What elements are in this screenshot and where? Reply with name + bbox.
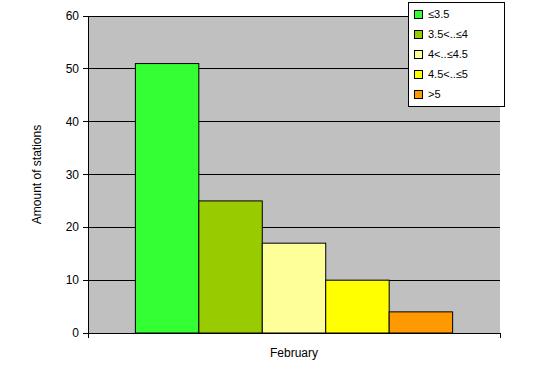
tick-label: 40: [66, 115, 80, 129]
x-tick: [88, 333, 89, 338]
legend-label: 3.5<..≤4: [428, 28, 468, 40]
bar: [389, 312, 452, 333]
legend-box: [408, 2, 504, 106]
grid-line: [88, 333, 500, 334]
tick-label: 0: [72, 326, 79, 340]
tick-mark: [83, 121, 88, 122]
legend-label: >5: [428, 88, 441, 100]
chart: 0 10 20 30 40 50 60 February Amount of stations ≤…: [0, 0, 538, 369]
tick-label: 60: [66, 9, 80, 23]
y-axis: [88, 16, 89, 333]
legend-swatch: [414, 90, 422, 98]
legend-label: 4<..≤4.5: [428, 48, 468, 60]
bars: [135, 64, 452, 333]
tick-label: 10: [66, 273, 80, 287]
tick-label: 20: [66, 220, 80, 234]
bar: [262, 243, 325, 333]
x-tick: [500, 333, 501, 338]
tick-mark: [83, 280, 88, 281]
tick-mark: [83, 16, 88, 17]
legend-label: ≤3.5: [428, 8, 449, 20]
tick-label: 30: [66, 168, 80, 182]
y-axis-label: Amount of stations: [30, 125, 44, 224]
legend-label: 4.5<..≤5: [428, 68, 468, 80]
bar: [135, 64, 198, 333]
bar: [326, 280, 389, 333]
legend-swatch: [414, 30, 422, 38]
tick-label: 50: [66, 62, 80, 76]
legend: ≤3.5 3.5<..≤4 4<..≤4.5 4.5<..≤5 >5: [408, 2, 504, 106]
tick-mark: [83, 68, 88, 69]
x-axis: [88, 333, 500, 334]
tick-mark: [83, 174, 88, 175]
bar: [199, 201, 262, 333]
tick-mark: [83, 227, 88, 228]
tick-mark: [83, 333, 88, 334]
category-label: February: [270, 346, 318, 360]
legend-swatch: [414, 50, 422, 58]
legend-swatch: [414, 10, 422, 18]
legend-swatch: [414, 70, 422, 78]
